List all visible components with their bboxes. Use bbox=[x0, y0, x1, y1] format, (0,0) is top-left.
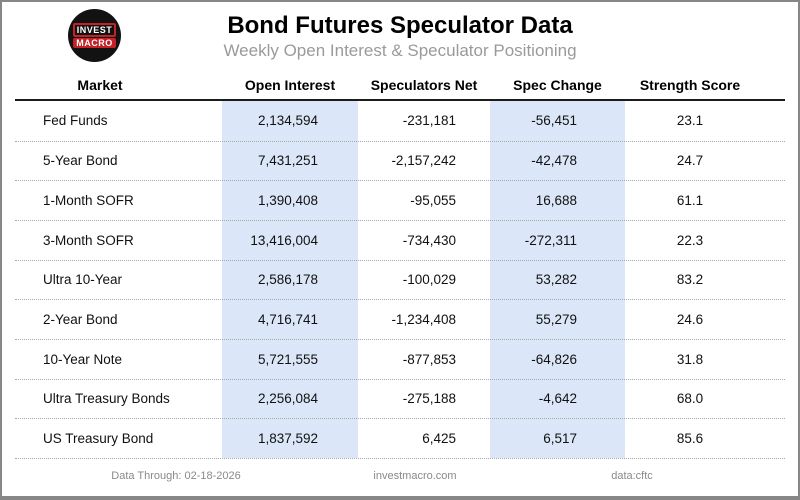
cell-strength-score: 85.6 bbox=[676, 431, 704, 447]
cell-strength-score: 22.3 bbox=[676, 232, 704, 248]
open-interest-column-highlight bbox=[222, 101, 358, 458]
column-header-open-interest: Open Interest bbox=[244, 76, 336, 93]
footer-website: investmacro.com bbox=[373, 470, 457, 482]
cell-market: 3-Month SOFR bbox=[43, 232, 134, 248]
cell-strength-score: 61.1 bbox=[676, 193, 704, 209]
investmacro-logo: INVEST MACRO bbox=[68, 9, 121, 62]
page-title: Bond Futures Speculator Data bbox=[227, 12, 573, 39]
table-row: Ultra 10-Year 2,586,178 -100,029 53,282 … bbox=[15, 259, 785, 300]
column-header-market: Market bbox=[77, 76, 123, 93]
table-row: Fed Funds 2,134,594 -231,181 -56,451 23.… bbox=[15, 101, 785, 141]
column-header-spec-change: Spec Change bbox=[513, 76, 602, 93]
spec-change-column-highlight bbox=[490, 101, 625, 458]
cell-spec-change: -272,311 bbox=[524, 232, 577, 248]
cell-open-interest: 2,586,178 bbox=[257, 272, 318, 288]
cell-open-interest: 2,256,084 bbox=[257, 391, 318, 407]
cell-strength-score: 24.7 bbox=[676, 153, 704, 169]
cell-speculators-net: -734,430 bbox=[402, 232, 456, 248]
cell-speculators-net: -1,234,408 bbox=[391, 312, 456, 328]
cell-market: 2-Year Bond bbox=[43, 312, 118, 328]
table-row: Ultra Treasury Bonds 2,256,084 -275,188 … bbox=[15, 378, 785, 419]
cell-spec-change: 55,279 bbox=[535, 312, 577, 328]
cell-spec-change: -42,478 bbox=[531, 153, 577, 169]
table-row: 3-Month SOFR 13,416,004 -734,430 -272,31… bbox=[15, 219, 785, 260]
cell-open-interest: 4,716,741 bbox=[257, 312, 318, 328]
column-header-strength-score: Strength Score bbox=[639, 76, 741, 93]
logo-text-invest: INVEST bbox=[72, 23, 117, 37]
cell-speculators-net: -2,157,242 bbox=[391, 153, 456, 169]
table-row: 10-Year Note 5,721,555 -877,853 -64,826 … bbox=[15, 338, 785, 379]
page-subtitle: Weekly Open Interest & Speculator Positi… bbox=[223, 41, 577, 60]
cell-speculators-net: -275,188 bbox=[402, 391, 456, 407]
cell-spec-change: 53,282 bbox=[535, 272, 577, 288]
cell-spec-change: -64,826 bbox=[531, 351, 577, 367]
table-row: 5-Year Bond 7,431,251 -2,157,242 -42,478… bbox=[15, 140, 785, 181]
cell-open-interest: 7,431,251 bbox=[257, 153, 318, 169]
logo-text-macro: MACRO bbox=[73, 38, 116, 48]
cell-strength-score: 83.2 bbox=[676, 272, 704, 288]
cell-market: Fed Funds bbox=[43, 113, 108, 129]
header-titles: Bond Futures Speculator Data Weekly Open… bbox=[0, 12, 800, 62]
cell-spec-change: 16,688 bbox=[535, 193, 577, 209]
cell-market: 5-Year Bond bbox=[43, 153, 118, 169]
cell-speculators-net: 6,425 bbox=[422, 431, 456, 447]
footer-data-through: Data Through: 02-18-2026 bbox=[111, 470, 241, 482]
cell-speculators-net: -95,055 bbox=[410, 193, 456, 209]
cell-speculators-net: -231,181 bbox=[402, 113, 456, 129]
cell-market: 10-Year Note bbox=[43, 351, 123, 367]
cell-open-interest: 2,134,594 bbox=[257, 113, 318, 129]
cell-market: Ultra Treasury Bonds bbox=[43, 391, 170, 407]
cell-strength-score: 24.6 bbox=[676, 312, 704, 328]
cell-speculators-net: -100,029 bbox=[402, 272, 456, 288]
cell-market: US Treasury Bond bbox=[43, 431, 154, 447]
cell-open-interest: 5,721,555 bbox=[257, 351, 318, 367]
speculator-data-table: Market Open Interest Speculators Net Spe… bbox=[15, 70, 785, 459]
table-row: 2-Year Bond 4,716,741 -1,234,408 55,279 … bbox=[15, 299, 785, 339]
table-row: US Treasury Bond 1,837,592 6,425 6,517 8… bbox=[15, 418, 785, 458]
cell-open-interest: 1,390,408 bbox=[257, 193, 318, 209]
cell-speculators-net: -877,853 bbox=[402, 351, 456, 367]
cell-spec-change: 6,517 bbox=[543, 431, 577, 447]
footer-data-source: data:cftc bbox=[611, 470, 653, 482]
table-row: 1-Month SOFR 1,390,408 -95,055 16,688 61… bbox=[15, 180, 785, 220]
cell-market: 1-Month SOFR bbox=[43, 193, 134, 209]
cell-strength-score: 31.8 bbox=[676, 351, 704, 367]
cell-spec-change: -4,642 bbox=[538, 391, 577, 407]
cell-spec-change: -56,451 bbox=[531, 113, 577, 129]
cell-strength-score: 23.1 bbox=[676, 113, 704, 129]
cell-open-interest: 13,416,004 bbox=[250, 232, 318, 248]
cell-strength-score: 68.0 bbox=[676, 391, 704, 407]
cell-market: Ultra 10-Year bbox=[43, 272, 123, 288]
table-header-row: Market Open Interest Speculators Net Spe… bbox=[15, 70, 785, 101]
cell-open-interest: 1,837,592 bbox=[257, 431, 318, 447]
column-header-speculators-net: Speculators Net bbox=[370, 76, 478, 93]
table-body: Fed Funds 2,134,594 -231,181 -56,451 23.… bbox=[15, 101, 785, 459]
